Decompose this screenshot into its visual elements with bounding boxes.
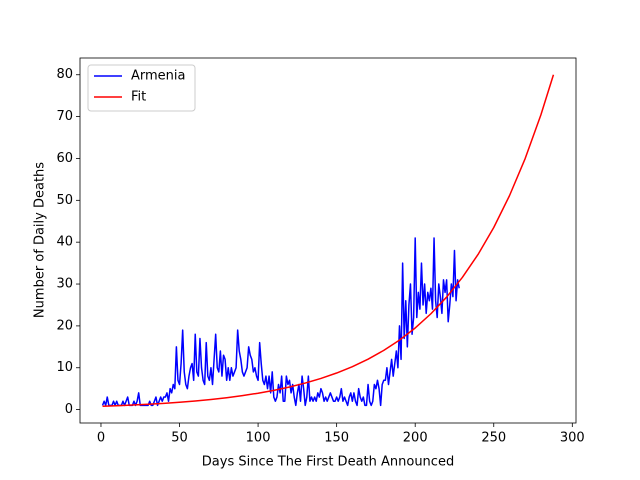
- line-series: [102, 74, 555, 408]
- x-tick-label: 250: [481, 431, 506, 446]
- y-tick-label: 30: [56, 277, 73, 292]
- x-tick-label: 0: [97, 431, 105, 446]
- y-tick-label: 20: [56, 318, 73, 333]
- x-tick-label: 100: [246, 431, 271, 446]
- legend-label: Armenia: [131, 69, 186, 84]
- x-tick-label: 150: [324, 431, 349, 446]
- y-tick-label: 0: [65, 402, 73, 417]
- y-tick-label: 80: [56, 67, 73, 82]
- y-tick-label: 40: [56, 235, 73, 250]
- y-axis-label: Number of Daily Deaths: [33, 162, 48, 318]
- x-tick-label: 50: [171, 431, 188, 446]
- line-series: [101, 237, 460, 407]
- x-tick-label: 300: [560, 431, 585, 446]
- y-tick-label: 60: [56, 151, 73, 166]
- x-tick-label: 200: [403, 431, 428, 446]
- axes-frame: [79, 57, 577, 424]
- y-tick-label: 50: [56, 193, 73, 208]
- y-tick-label: 10: [56, 360, 73, 375]
- y-tick-label: 70: [56, 109, 73, 124]
- x-axis-label: Days Since The First Death Announced: [202, 455, 454, 470]
- legend-label: Fit: [131, 90, 146, 105]
